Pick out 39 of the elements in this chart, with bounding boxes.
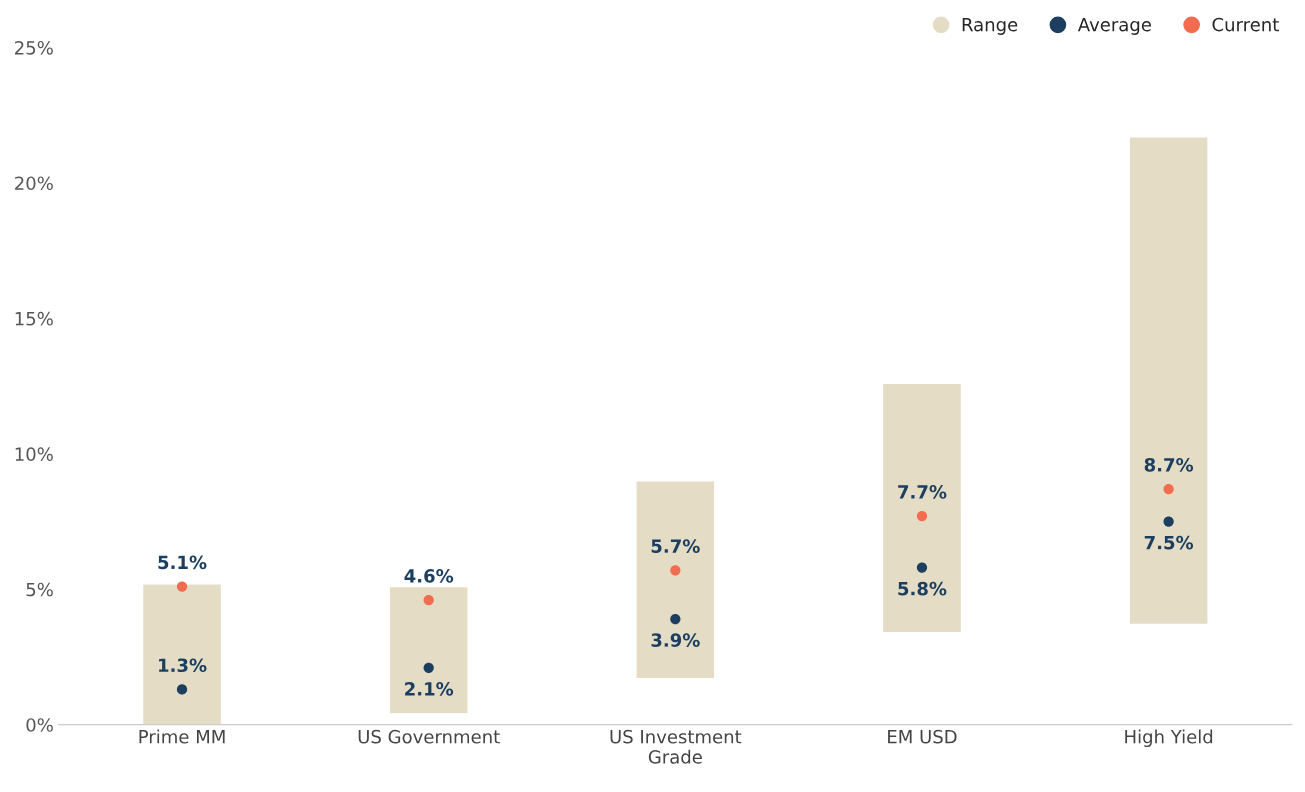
x-tick-label: EM USD bbox=[888, 729, 957, 744]
point bbox=[916, 562, 928, 573]
y-tick-label: 5% bbox=[26, 582, 53, 597]
bar bbox=[388, 585, 469, 715]
y-tick-label: 20% bbox=[15, 176, 53, 191]
point bbox=[670, 613, 681, 625]
x-tick-label: Prime MM bbox=[139, 729, 225, 744]
point bbox=[176, 581, 188, 592]
point bbox=[423, 662, 434, 673]
bar bbox=[141, 583, 223, 725]
bar bbox=[881, 382, 963, 634]
y-tick-label: 10% bbox=[15, 447, 53, 461]
y-tick-label: 25% bbox=[15, 40, 53, 55]
legend-label: Average bbox=[1077, 17, 1151, 35]
point bbox=[916, 510, 928, 522]
data-label: 7.5% bbox=[1144, 535, 1194, 550]
data-label: 2.1% bbox=[405, 682, 454, 696]
data-label: 5.1% bbox=[158, 555, 207, 570]
point bbox=[1163, 483, 1174, 495]
data-label: 3.9% bbox=[651, 633, 700, 647]
bar bbox=[635, 480, 716, 680]
data-label: 8.7% bbox=[1144, 457, 1194, 472]
y-tick-label: 0% bbox=[26, 718, 53, 732]
point bbox=[1163, 516, 1174, 527]
x-tick-label: US Investment Grade bbox=[610, 729, 742, 764]
data-label: 4.6% bbox=[404, 569, 454, 583]
x-tick-label: US Government bbox=[358, 729, 500, 744]
point bbox=[176, 684, 188, 695]
data-label: 5.8% bbox=[898, 581, 947, 596]
point bbox=[423, 594, 434, 606]
data-label: 1.3% bbox=[159, 658, 207, 673]
y-tick-label: 15% bbox=[15, 311, 53, 326]
data-label: 7.7% bbox=[898, 485, 947, 499]
point bbox=[670, 565, 681, 576]
data-label: 5.7% bbox=[651, 539, 700, 553]
x-tick-label: High Yield bbox=[1125, 729, 1213, 748]
legend-label: Range bbox=[962, 17, 1018, 35]
bar bbox=[1128, 136, 1209, 626]
legend-label: Current bbox=[1212, 17, 1279, 32]
